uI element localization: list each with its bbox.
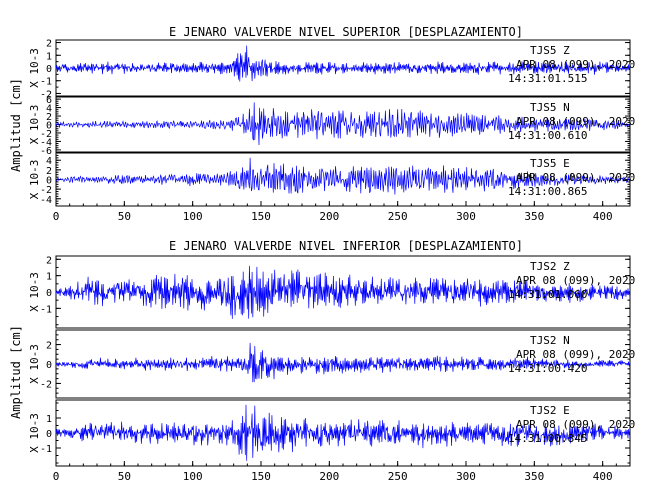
group-title-superior: E JENARO VALVERDE NIVEL SUPERIOR [DESPLA… <box>169 25 523 39</box>
x-tick-label-g1-2: 100 <box>183 210 203 223</box>
waveform-g2-ch2 <box>55 342 631 383</box>
date-label-g1-ch2: APR 08 (099), 2020 <box>516 115 635 128</box>
y-tick-label-g2-ch1-3: -1 <box>40 304 52 315</box>
scale-label-g2-ch2: X 10-3 <box>28 344 41 384</box>
x-tick-label-g1-1: 50 <box>118 210 131 223</box>
time-label-g2-ch1: 14:31:01.060 <box>508 288 587 301</box>
y-tick-label-g1-ch2-2: 2 <box>46 112 52 123</box>
waveform-g2-ch3 <box>55 404 631 461</box>
station-label-g2-ch3: TJS2 E <box>530 404 570 417</box>
y-tick-label-g1-ch2-0: 6 <box>46 95 52 106</box>
y-tick-label-g2-ch3-2: -1 <box>40 444 52 455</box>
y-tick-label-g1-ch1-3: -1 <box>40 77 52 88</box>
time-label-g1-ch3: 14:31:00.865 <box>508 185 587 198</box>
y-tick-label-g1-ch2-1: 4 <box>46 104 52 115</box>
date-label-g2-ch3: APR 08 (099), 2020 <box>516 418 635 431</box>
station-label-g2-ch2: TJS2 N <box>530 334 570 347</box>
x-tick-label-g2-8: 400 <box>593 470 613 483</box>
y-tick-label-g2-ch3-0: 1 <box>46 414 52 425</box>
x-tick-label-g2-6: 300 <box>456 470 476 483</box>
y-tick-label-g1-ch2-5: -4 <box>40 137 52 148</box>
y-tick-label-g1-ch3-2: 0 <box>46 176 52 187</box>
x-tick-label-g2-7: 350 <box>524 470 544 483</box>
date-label-g1-ch3: APR 08 (099), 2020 <box>516 171 635 184</box>
x-tick-label-g1-3: 150 <box>251 210 271 223</box>
date-label-g2-ch2: APR 08 (099), 2020 <box>516 348 635 361</box>
waveform-g1-ch3 <box>55 157 631 195</box>
x-tick-label-g1-5: 250 <box>388 210 408 223</box>
time-label-g2-ch2: 14:31:00.420 <box>508 362 587 375</box>
y-tick-label-g1-ch3-4: -4 <box>40 195 52 206</box>
y-tick-label-g2-ch1-0: 2 <box>46 255 52 266</box>
y-tick-label-g2-ch1-2: 0 <box>46 288 52 299</box>
waveform-g1-ch2 <box>55 102 631 146</box>
y-tick-label-g2-ch2-0: 2 <box>46 341 52 352</box>
y-tick-label-g2-ch3-1: 0 <box>46 429 52 440</box>
x-tick-label-g1-4: 200 <box>319 210 339 223</box>
y-tick-label-g1-ch3-1: 2 <box>46 166 52 177</box>
y-tick-label-g1-ch3-3: -2 <box>40 185 52 196</box>
y-tick-label-g1-ch1-0: 2 <box>46 39 52 50</box>
y-tick-label-g1-ch2-4: -2 <box>40 129 52 140</box>
x-tick-label-g1-6: 300 <box>456 210 476 223</box>
y-tick-label-g2-ch2-2: -2 <box>40 379 52 390</box>
time-label-g1-ch2: 14:31:00.610 <box>508 129 587 142</box>
y-tick-label-g1-ch2-3: 0 <box>46 121 52 132</box>
x-tick-label-g2-2: 100 <box>183 470 203 483</box>
station-label-g2-ch1: TJS2 Z <box>530 260 570 273</box>
y-tick-label-g1-ch1-2: 0 <box>46 64 52 75</box>
station-label-g1-ch3: TJS5 E <box>530 157 570 170</box>
scale-label-g1-ch2: X 10-3 <box>28 105 41 145</box>
scale-label-g1-ch1: X 10-3 <box>28 48 41 88</box>
x-tick-label-g1-0: 0 <box>53 210 60 223</box>
station-label-g1-ch1: TJS5 Z <box>530 44 570 57</box>
waveform-g2-ch1 <box>55 265 631 319</box>
y-tick-label-g1-ch2-6: -6 <box>40 146 52 157</box>
station-label-g1-ch2: TJS5 N <box>530 101 570 114</box>
scale-label-g2-ch3: X 10-3 <box>28 413 41 453</box>
x-tick-label-g2-0: 0 <box>53 470 60 483</box>
group-title-inferior: E JENARO VALVERDE NIVEL INFERIOR [DESPLA… <box>169 239 523 253</box>
x-tick-label-g1-8: 400 <box>593 210 613 223</box>
x-tick-label-g2-4: 200 <box>319 470 339 483</box>
y-tick-label-g2-ch1-1: 1 <box>46 272 52 283</box>
scale-label-g2-ch1: X 10-3 <box>28 272 41 312</box>
waveform-g1-ch1 <box>55 45 631 82</box>
x-tick-label-g2-3: 150 <box>251 470 271 483</box>
y-axis-label-superior: Amplitud [cm] <box>9 78 23 172</box>
scale-label-g1-ch3: X 10-3 <box>28 160 41 200</box>
x-tick-label-g2-1: 50 <box>118 470 131 483</box>
date-label-g2-ch1: APR 08 (099), 2020 <box>516 274 635 287</box>
y-tick-label-g1-ch1-1: 1 <box>46 51 52 62</box>
y-tick-label-g2-ch2-1: 0 <box>46 360 52 371</box>
date-label-g1-ch1: APR 08 (099), 2020 <box>516 58 635 71</box>
y-tick-label-g1-ch3-0: 4 <box>46 156 52 167</box>
time-label-g1-ch1: 14:31:01.515 <box>508 72 587 85</box>
time-label-g2-ch3: 14:31:00.845 <box>508 432 587 445</box>
x-tick-label-g2-5: 250 <box>388 470 408 483</box>
y-tick-label-g1-ch1-4: -2 <box>40 89 52 100</box>
y-axis-label-inferior: Amplitud [cm] <box>9 325 23 419</box>
x-tick-label-g1-7: 350 <box>524 210 544 223</box>
